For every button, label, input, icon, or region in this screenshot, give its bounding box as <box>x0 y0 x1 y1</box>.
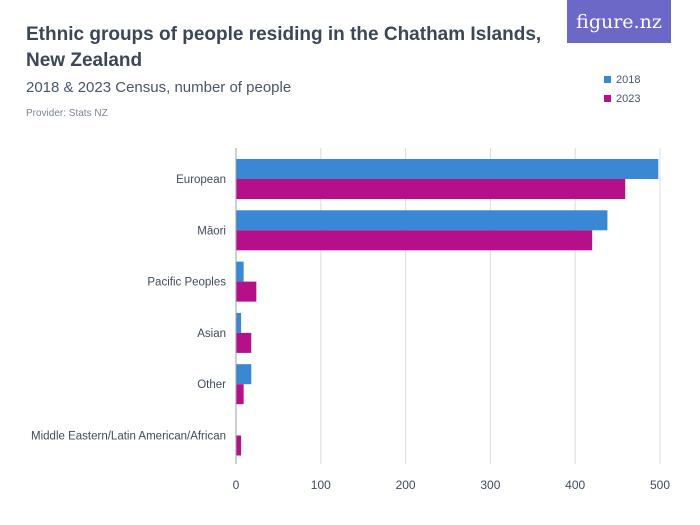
category-label: Māori <box>197 225 226 237</box>
category-label: European <box>176 174 226 186</box>
legend-item-2018: 2018 <box>604 70 640 89</box>
category-label: Other <box>197 379 226 391</box>
legend: 2018 2023 <box>604 70 640 108</box>
category-label: Middle Eastern/Latin American/African <box>31 431 226 443</box>
bar-2018-4 <box>236 364 252 385</box>
category-label: Asian <box>197 328 226 340</box>
legend-item-2023: 2023 <box>604 89 640 108</box>
x-tick-label: 400 <box>565 478 585 492</box>
bar-2018-2 <box>236 261 244 282</box>
legend-swatch-2018 <box>604 76 611 83</box>
chart-subtitle: 2018 & 2023 Census, number of people <box>26 79 292 96</box>
x-tick-label: 100 <box>311 478 331 492</box>
bar-2023-2 <box>236 281 257 302</box>
bar-2023-0 <box>236 179 626 199</box>
provider-note: Provider: Stats NZ <box>26 108 108 119</box>
bar-2018-3 <box>236 312 242 333</box>
legend-label-2018: 2018 <box>616 73 641 86</box>
x-tick-label: 0 <box>233 478 240 492</box>
bar-2023-3 <box>236 332 252 353</box>
bar-2018-1 <box>236 210 608 231</box>
bar-2023-4 <box>236 384 244 405</box>
category-label: Pacific Peoples <box>147 277 226 289</box>
x-tick-label: 200 <box>396 478 416 492</box>
bar-2023-1 <box>236 230 593 251</box>
legend-swatch-2023 <box>604 95 611 102</box>
figure-nz-logo[interactable]: figure.nz <box>567 0 671 43</box>
legend-label-2023: 2023 <box>616 92 641 105</box>
bar-2018-0 <box>236 159 659 179</box>
x-tick-label: 300 <box>480 478 500 492</box>
chart-title: Ethnic groups of people residing in the … <box>26 24 542 71</box>
x-tick-label: 500 <box>650 478 670 492</box>
bar-2023-5 <box>236 435 242 456</box>
